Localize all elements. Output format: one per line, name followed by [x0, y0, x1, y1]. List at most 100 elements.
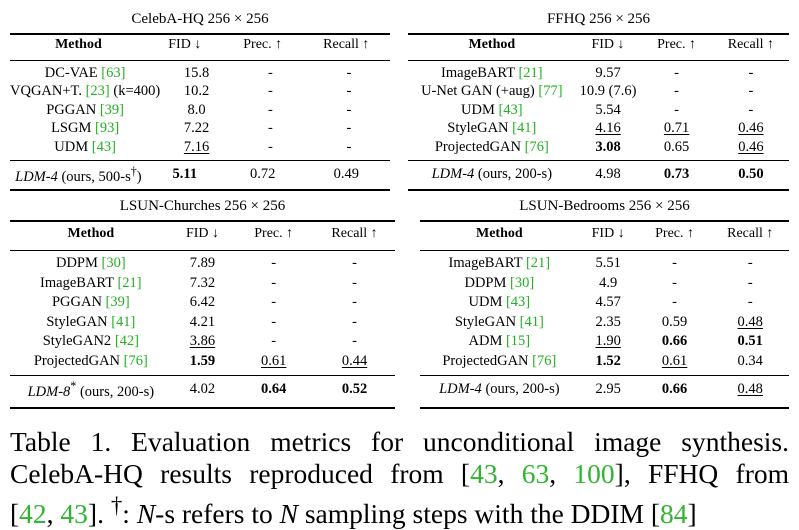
fid-header: FID ↓ [185, 226, 220, 241]
fid-cell: 4.16 [576, 120, 641, 139]
cell-text: ImageBART [448, 255, 526, 272]
citation-link[interactable]: [63] [101, 64, 126, 81]
cell-text: 4.16 [595, 120, 621, 137]
panel-title: CelebA-HQ 256 × 256 [131, 11, 269, 27]
cell-text: - [748, 64, 754, 81]
cell-text: - [747, 255, 753, 272]
caption-citation[interactable]: 42 [19, 498, 47, 530]
citation-link[interactable]: [21] [117, 274, 142, 291]
fid-header: FID ↓ [591, 37, 625, 52]
precision-header: Prec. ↑ [254, 226, 294, 241]
cell-text: (ours, 500-s [57, 168, 131, 185]
citation-link[interactable]: [39] [99, 101, 124, 118]
table-row: LSGM [93] 7.22 - - [10, 120, 390, 139]
method-header: Method [475, 226, 523, 241]
caption-citation[interactable]: 63 [521, 458, 550, 489]
table-row: StyleGAN2 [42] 3.86 - - [10, 332, 395, 352]
separator-rule [10, 160, 390, 161]
citation-link[interactable]: [43] [505, 294, 531, 311]
cell-text: 0.72 [250, 166, 276, 183]
method-header: Method [55, 37, 102, 52]
cell-text: - [268, 101, 273, 118]
panel-title: LSUN-Bedrooms 256 × 256 [519, 198, 690, 214]
cell-suffix: ) [136, 168, 142, 185]
citation-link[interactable]: [42] [114, 333, 139, 350]
citation-link[interactable]: [41] [519, 313, 544, 330]
header-row: Method FID ↓ Prec. ↑ Recall ↑ [408, 36, 789, 54]
precision-cell: - [233, 83, 308, 102]
table-row: ImageBART [21] 9.57 - - [408, 64, 789, 83]
recall-cell: - [314, 293, 395, 313]
cell-text: - [672, 255, 677, 272]
citation-link[interactable]: [41] [111, 313, 136, 330]
results-table: DC-VAE [63] 15.8- - VQGAN+T. [23] (k=400) 10… [10, 64, 390, 157]
recall-cell: - [711, 293, 789, 313]
top-rule [10, 220, 395, 222]
cell-text: LSGM [51, 120, 95, 137]
fid-cell: 1.90 [579, 332, 638, 352]
cell-text: 0.50 [738, 165, 764, 182]
fid-cell: 4.9 [579, 274, 638, 294]
recall-cell: - [308, 120, 390, 139]
citation-link[interactable]: [23] [85, 83, 110, 100]
precision-cell: 0.66 [638, 379, 712, 399]
citation-link[interactable]: [43] [91, 138, 116, 155]
citation-link[interactable]: [76] [524, 138, 549, 155]
cell-text: (ours, 200-s) [76, 383, 155, 400]
precision-cell: - [640, 101, 712, 120]
ours-table: LDM-4 (ours, 500-s†) 5.11 0.72 0.49 [10, 164, 390, 186]
cell-text: 4.9 [599, 274, 618, 291]
method-cell: ProjectedGAN [76] [420, 352, 579, 372]
fid-cell: 5.51 [579, 254, 638, 274]
cell-text: 0.66 [661, 333, 688, 350]
method-cell: StyleGAN2 [42] [10, 332, 172, 352]
header-row: Method FID ↓ Prec. ↑ Recall ↑ [420, 225, 789, 243]
precision-cell: - [233, 101, 308, 120]
citation-link[interactable]: [93] [94, 120, 120, 137]
cell-text: - [747, 274, 753, 291]
caption-citation[interactable]: 43 [60, 498, 88, 530]
recall-header: Recall ↑ [323, 37, 370, 52]
method-cell: StyleGAN [41] [408, 120, 576, 139]
method-cell: LDM-8* (ours, 200-s) [10, 379, 172, 401]
table-caption: Table 1. Evaluation metrics for uncondit… [10, 426, 789, 530]
table-row: StyleGAN [41] 4.21 - - [10, 313, 395, 333]
citation-link[interactable]: [76] [123, 352, 148, 369]
method-cell: UDM [43] [420, 293, 579, 313]
cell-text: 0.46 [738, 138, 764, 155]
citation-link[interactable]: [76] [532, 352, 557, 369]
cell-text: ADM [468, 333, 506, 350]
citation-link[interactable]: [21] [525, 255, 551, 272]
caption-citation[interactable]: 84 [660, 498, 688, 530]
fid-cell: 3.08 [576, 138, 641, 157]
table-row: StyleGAN [41] 4.16 0.71 0.46 [408, 120, 789, 139]
ffhq-panel: FFHQ 256 × 256 Method FID ↓ Prec. ↑ Recall ↑… [408, 8, 789, 191]
citation-link[interactable]: [77] [538, 83, 563, 100]
precision-cell: - [640, 83, 712, 102]
citation-link[interactable]: [43] [498, 101, 523, 118]
caption-citation[interactable]: 43 [470, 458, 498, 489]
citation-link[interactable]: [41] [512, 120, 537, 137]
recall-cell: - [314, 274, 395, 294]
citation-link[interactable]: [30] [510, 274, 535, 291]
cell-text: 1.59 [189, 352, 216, 369]
footnote-mark: † [130, 164, 137, 178]
cell-text: 0.44 [341, 352, 368, 369]
recall-cell: - [314, 332, 395, 352]
citation-link[interactable]: [21] [518, 64, 543, 81]
fid-cell: 7.16 [160, 138, 233, 157]
cell-text: 8.0 [187, 101, 206, 118]
method-cell: DC-VAE [63] [10, 64, 160, 83]
cell-text: 0.61 [261, 352, 287, 369]
cell-text: - [352, 255, 357, 272]
citation-link[interactable]: [30] [101, 255, 126, 272]
cell-text: 7.89 [189, 255, 216, 272]
top-rule [408, 33, 789, 35]
citation-link[interactable]: [15] [505, 333, 531, 350]
recall-cell: 0.48 [711, 313, 789, 333]
cell-text: - [268, 138, 273, 155]
fid-cell: 10.2 [160, 83, 233, 102]
citation-link[interactable]: [39] [105, 294, 130, 311]
caption-citation[interactable]: 100 [573, 458, 615, 489]
table-row: DC-VAE [63] 15.8 - - [10, 64, 390, 83]
